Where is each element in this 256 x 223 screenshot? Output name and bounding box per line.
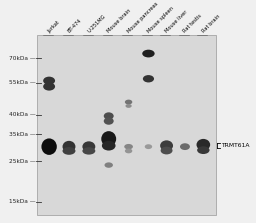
Ellipse shape	[145, 144, 152, 149]
Ellipse shape	[101, 131, 116, 147]
Ellipse shape	[143, 75, 154, 83]
Text: TRMT61A: TRMT61A	[221, 143, 250, 148]
Text: Mouse liver: Mouse liver	[164, 10, 189, 34]
Ellipse shape	[104, 117, 114, 125]
Ellipse shape	[180, 143, 190, 150]
Text: 40kDa —: 40kDa —	[9, 112, 36, 117]
Ellipse shape	[160, 140, 173, 151]
Ellipse shape	[125, 149, 132, 153]
Text: Mouse spleen: Mouse spleen	[146, 6, 174, 34]
Ellipse shape	[82, 147, 95, 155]
Ellipse shape	[102, 141, 115, 151]
Text: U-251MG: U-251MG	[87, 14, 107, 34]
Ellipse shape	[161, 147, 173, 154]
Text: Rat testis: Rat testis	[183, 14, 203, 34]
Ellipse shape	[197, 146, 210, 154]
Ellipse shape	[43, 77, 55, 85]
Text: BT-474: BT-474	[67, 18, 82, 34]
Text: 15kDa —: 15kDa —	[9, 199, 36, 204]
Ellipse shape	[125, 100, 132, 104]
Bar	[37, 35, 216, 215]
Ellipse shape	[104, 112, 114, 120]
Ellipse shape	[142, 50, 155, 58]
Ellipse shape	[62, 141, 76, 153]
Ellipse shape	[104, 162, 113, 168]
Ellipse shape	[197, 139, 210, 151]
Text: Mouse brain: Mouse brain	[106, 8, 132, 34]
Ellipse shape	[43, 83, 55, 91]
Text: 35kDa —: 35kDa —	[9, 132, 36, 136]
Text: 55kDa —: 55kDa —	[9, 80, 36, 85]
Text: Rat brain: Rat brain	[201, 14, 221, 34]
Ellipse shape	[124, 144, 133, 149]
Ellipse shape	[62, 147, 76, 155]
Ellipse shape	[41, 138, 57, 155]
Ellipse shape	[125, 104, 132, 108]
Text: 70kDa —: 70kDa —	[9, 56, 36, 61]
Text: Mouse pancreas: Mouse pancreas	[126, 1, 159, 34]
Text: Jurkat: Jurkat	[47, 20, 61, 34]
Text: 25kDa —: 25kDa —	[9, 159, 36, 164]
Ellipse shape	[82, 141, 95, 152]
